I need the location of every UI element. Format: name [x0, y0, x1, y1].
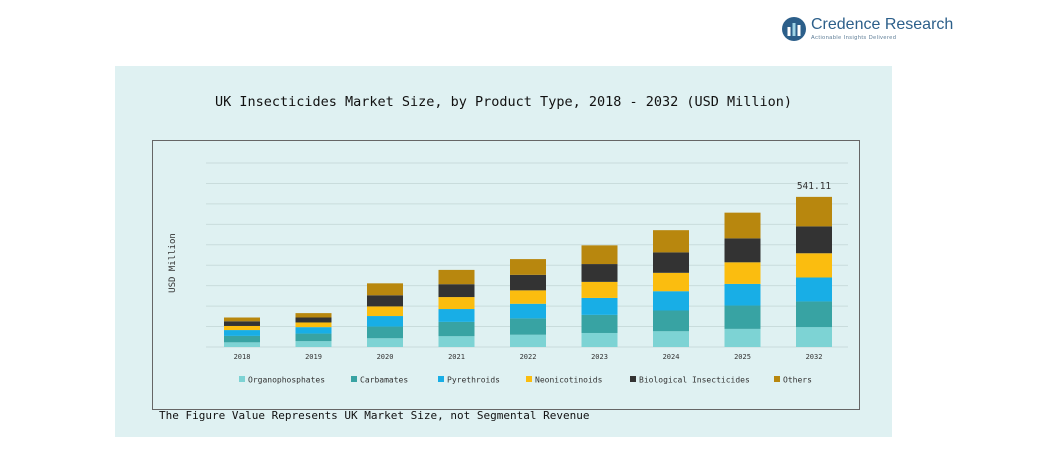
footnote: The Figure Value Represents UK Market Si…: [159, 409, 590, 422]
bar-chart-logo-icon: [782, 17, 806, 41]
legend-swatch: [630, 376, 636, 382]
bar-segment: [367, 338, 403, 347]
bar-segment: [724, 238, 761, 263]
bar-segment: [224, 321, 260, 326]
bar-segment: [224, 335, 260, 343]
bar-segment: [581, 332, 618, 347]
legend-label: Biological Insecticides: [639, 376, 750, 385]
x-tick-label: 2020: [377, 353, 394, 361]
bar-segment: [224, 317, 260, 322]
bar-segment: [367, 316, 403, 327]
legend-swatch: [239, 376, 245, 382]
chart-title: UK Insecticides Market Size, by Product …: [214, 94, 793, 110]
bar-segment: [295, 313, 332, 318]
bar-segment: [510, 274, 546, 291]
bar-segment: [224, 342, 260, 347]
brand-name: Credence Research: [811, 16, 954, 33]
total-value-label: 541.11: [797, 181, 832, 192]
bar-segment: [438, 321, 475, 337]
bar-segment: [653, 252, 689, 273]
bar-segment: [438, 284, 475, 298]
bar-segment: [653, 291, 689, 311]
x-tick-label: 2025: [734, 353, 751, 361]
bar-segment: [796, 277, 832, 302]
bar-segment: [295, 327, 332, 334]
bar-segment: [438, 269, 475, 285]
x-tick-label: 2032: [806, 353, 823, 361]
bar-segment: [796, 327, 832, 347]
bar-segment: [724, 212, 761, 239]
plot-frame: [152, 140, 860, 410]
bar-segment: [295, 333, 332, 342]
legend-swatch: [526, 376, 532, 382]
bar-segment: [581, 314, 618, 333]
chart-panel: UK Insecticides Market Size, by Product …: [115, 66, 892, 437]
bar-segment: [224, 325, 260, 331]
x-tick-label: 2018: [234, 353, 251, 361]
brand-logo: Credence Research Actionable Insights De…: [781, 14, 954, 46]
legend-swatch: [774, 376, 780, 382]
legend-swatch: [351, 376, 357, 382]
legend-label: Pyrethroids: [447, 376, 500, 385]
bar-segment: [724, 262, 761, 284]
bar-segment: [796, 226, 832, 254]
bar-segment: [581, 297, 618, 315]
bar-segment: [367, 306, 403, 317]
bar-segment: [438, 309, 475, 322]
bar-segment: [510, 259, 546, 275]
legend-label: Neonicotinoids: [535, 376, 603, 385]
bar-segment: [295, 341, 332, 347]
x-tick-label: 2023: [591, 353, 608, 361]
bar-segment: [224, 330, 260, 336]
bar-segment: [796, 253, 832, 278]
x-tick-label: 2019: [305, 353, 322, 361]
bar-segment: [581, 264, 618, 282]
x-tick-label: 2022: [520, 353, 537, 361]
legend-swatch: [438, 376, 444, 382]
bar-segment: [295, 322, 332, 328]
legend-label: Organophosphates: [248, 376, 325, 385]
bar-segment: [367, 326, 403, 339]
bar-segment: [510, 318, 546, 335]
y-axis-label: USD Million: [168, 233, 178, 293]
legend-label: Others: [783, 376, 812, 385]
bar-segment: [510, 290, 546, 304]
bar-segment: [653, 310, 689, 332]
bar-segment: [367, 295, 403, 307]
bar-segment: [510, 334, 546, 347]
x-tick-label: 2021: [448, 353, 465, 361]
legend-label: Carbamates: [360, 376, 408, 385]
brand-tagline: Actionable Insights Delivered: [811, 35, 897, 41]
bar-segment: [653, 331, 689, 347]
bar-segment: [438, 336, 475, 347]
bar-segment: [295, 317, 332, 323]
bar-segment: [367, 283, 403, 296]
x-tick-label: 2024: [663, 353, 680, 361]
bar-segment: [510, 303, 546, 319]
bar-segment: [438, 297, 475, 310]
bar-segment: [724, 305, 761, 329]
bar-segment: [796, 301, 832, 328]
bar-segment: [581, 281, 618, 298]
bar-segment: [581, 245, 618, 265]
bar-segment: [653, 230, 689, 253]
bar-segment: [653, 272, 689, 292]
bar-segment: [724, 328, 761, 347]
bar-segment: [724, 283, 761, 306]
bar-segment: [796, 196, 832, 227]
